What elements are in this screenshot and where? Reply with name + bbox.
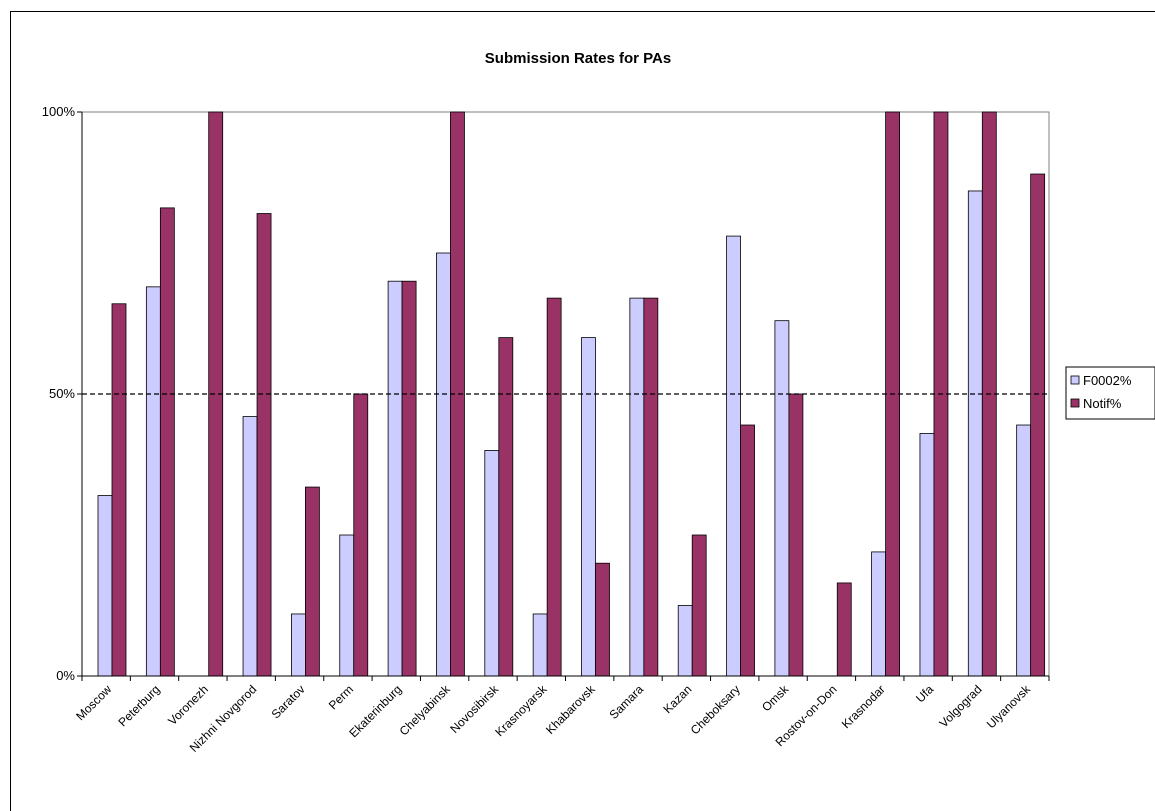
- legend-swatch-notif: [1070, 398, 1080, 408]
- x-tick-label: Khabarovsk: [543, 682, 598, 737]
- bar-f0002-nizhni-novgorod: [242, 416, 258, 677]
- x-tick-label: Perm: [326, 682, 356, 712]
- bar-notif-omsk: [788, 393, 804, 677]
- bar-f0002-samara: [629, 297, 645, 677]
- x-tick-label: Omsk: [759, 682, 792, 715]
- x-tick-label: Saratov: [269, 682, 308, 721]
- bar-f0002-khabarovsk: [581, 337, 596, 677]
- x-tick-label: Volgograd: [936, 682, 984, 730]
- x-tick-label: Ulyanovsk: [984, 682, 1034, 732]
- bar-notif-ulyanovsk: [1030, 173, 1046, 677]
- bar-f0002-perm: [339, 534, 355, 677]
- bar-f0002-volgograd: [967, 190, 983, 677]
- x-tick-label: Moscow: [73, 682, 114, 723]
- bar-f0002-novosibirsk: [484, 449, 500, 677]
- bar-notif-samara: [643, 297, 659, 677]
- x-tick-label: Kazan: [661, 682, 695, 716]
- bar-notif-cheboksary: [740, 424, 755, 677]
- x-tick-label: Ekaterinburg: [346, 682, 404, 740]
- bar-f0002-ekaterinburg: [387, 280, 403, 677]
- bar-f0002-chelyabinsk: [436, 252, 451, 677]
- bar-f0002-peterburg: [145, 286, 161, 677]
- legend-swatch-f0002: [1070, 375, 1080, 385]
- bar-notif-rostov-on-don: [836, 582, 852, 677]
- x-tick-label: Voronezh: [165, 682, 211, 728]
- bar-notif-novosibirsk: [498, 337, 514, 677]
- bar-f0002-saratov: [290, 613, 306, 677]
- y-axis: 0% 50% 100%: [42, 104, 83, 683]
- bar-f0002-moscow: [97, 495, 113, 677]
- bar-f0002-krasnodar: [871, 551, 886, 677]
- chart-frame: [10, 11, 1155, 811]
- bar-f0002-cheboksary: [726, 235, 741, 677]
- x-tick-label: Samara: [607, 682, 647, 722]
- x-tick-label: Chelyabinsk: [397, 682, 454, 739]
- x-tick-label: Cheboksary: [688, 682, 743, 737]
- bar-f0002-kazan: [677, 605, 693, 677]
- chart-title: Submission Rates for PAs: [485, 50, 671, 67]
- bar-notif-peterburg: [159, 207, 175, 677]
- bar-notif-saratov: [304, 486, 320, 677]
- legend-label-f0002: F0002%: [1083, 373, 1132, 388]
- legend: F0002% Notif%: [1065, 366, 1155, 420]
- bar-notif-krasnoyarsk: [546, 297, 562, 677]
- bar-f0002-ulyanovsk: [1016, 424, 1032, 677]
- legend-label-notif: Notif%: [1083, 396, 1122, 411]
- y-tick-label: 50%: [49, 386, 75, 401]
- bar-notif-nizhni-novgorod: [256, 213, 272, 677]
- y-tick-label: 0%: [56, 668, 75, 683]
- bar-notif-khabarovsk: [595, 562, 610, 677]
- bar-notif-moscow: [111, 303, 127, 677]
- x-tick-label: Krasnodar: [839, 682, 888, 731]
- bar-notif-perm: [353, 393, 369, 677]
- x-tick-label: Krasnoyarsk: [492, 682, 550, 740]
- y-tick-label: 100%: [42, 104, 76, 119]
- bar-notif-ekaterinburg: [401, 280, 417, 677]
- x-tick-label: Ufa: [913, 682, 936, 705]
- bar-f0002-ufa: [919, 433, 935, 677]
- bar-f0002-omsk: [774, 320, 790, 677]
- legend-box: [1065, 366, 1155, 420]
- bar-f0002-krasnoyarsk: [532, 613, 548, 677]
- x-tick-label: Peterburg: [115, 682, 162, 729]
- bar-notif-kazan: [691, 534, 707, 677]
